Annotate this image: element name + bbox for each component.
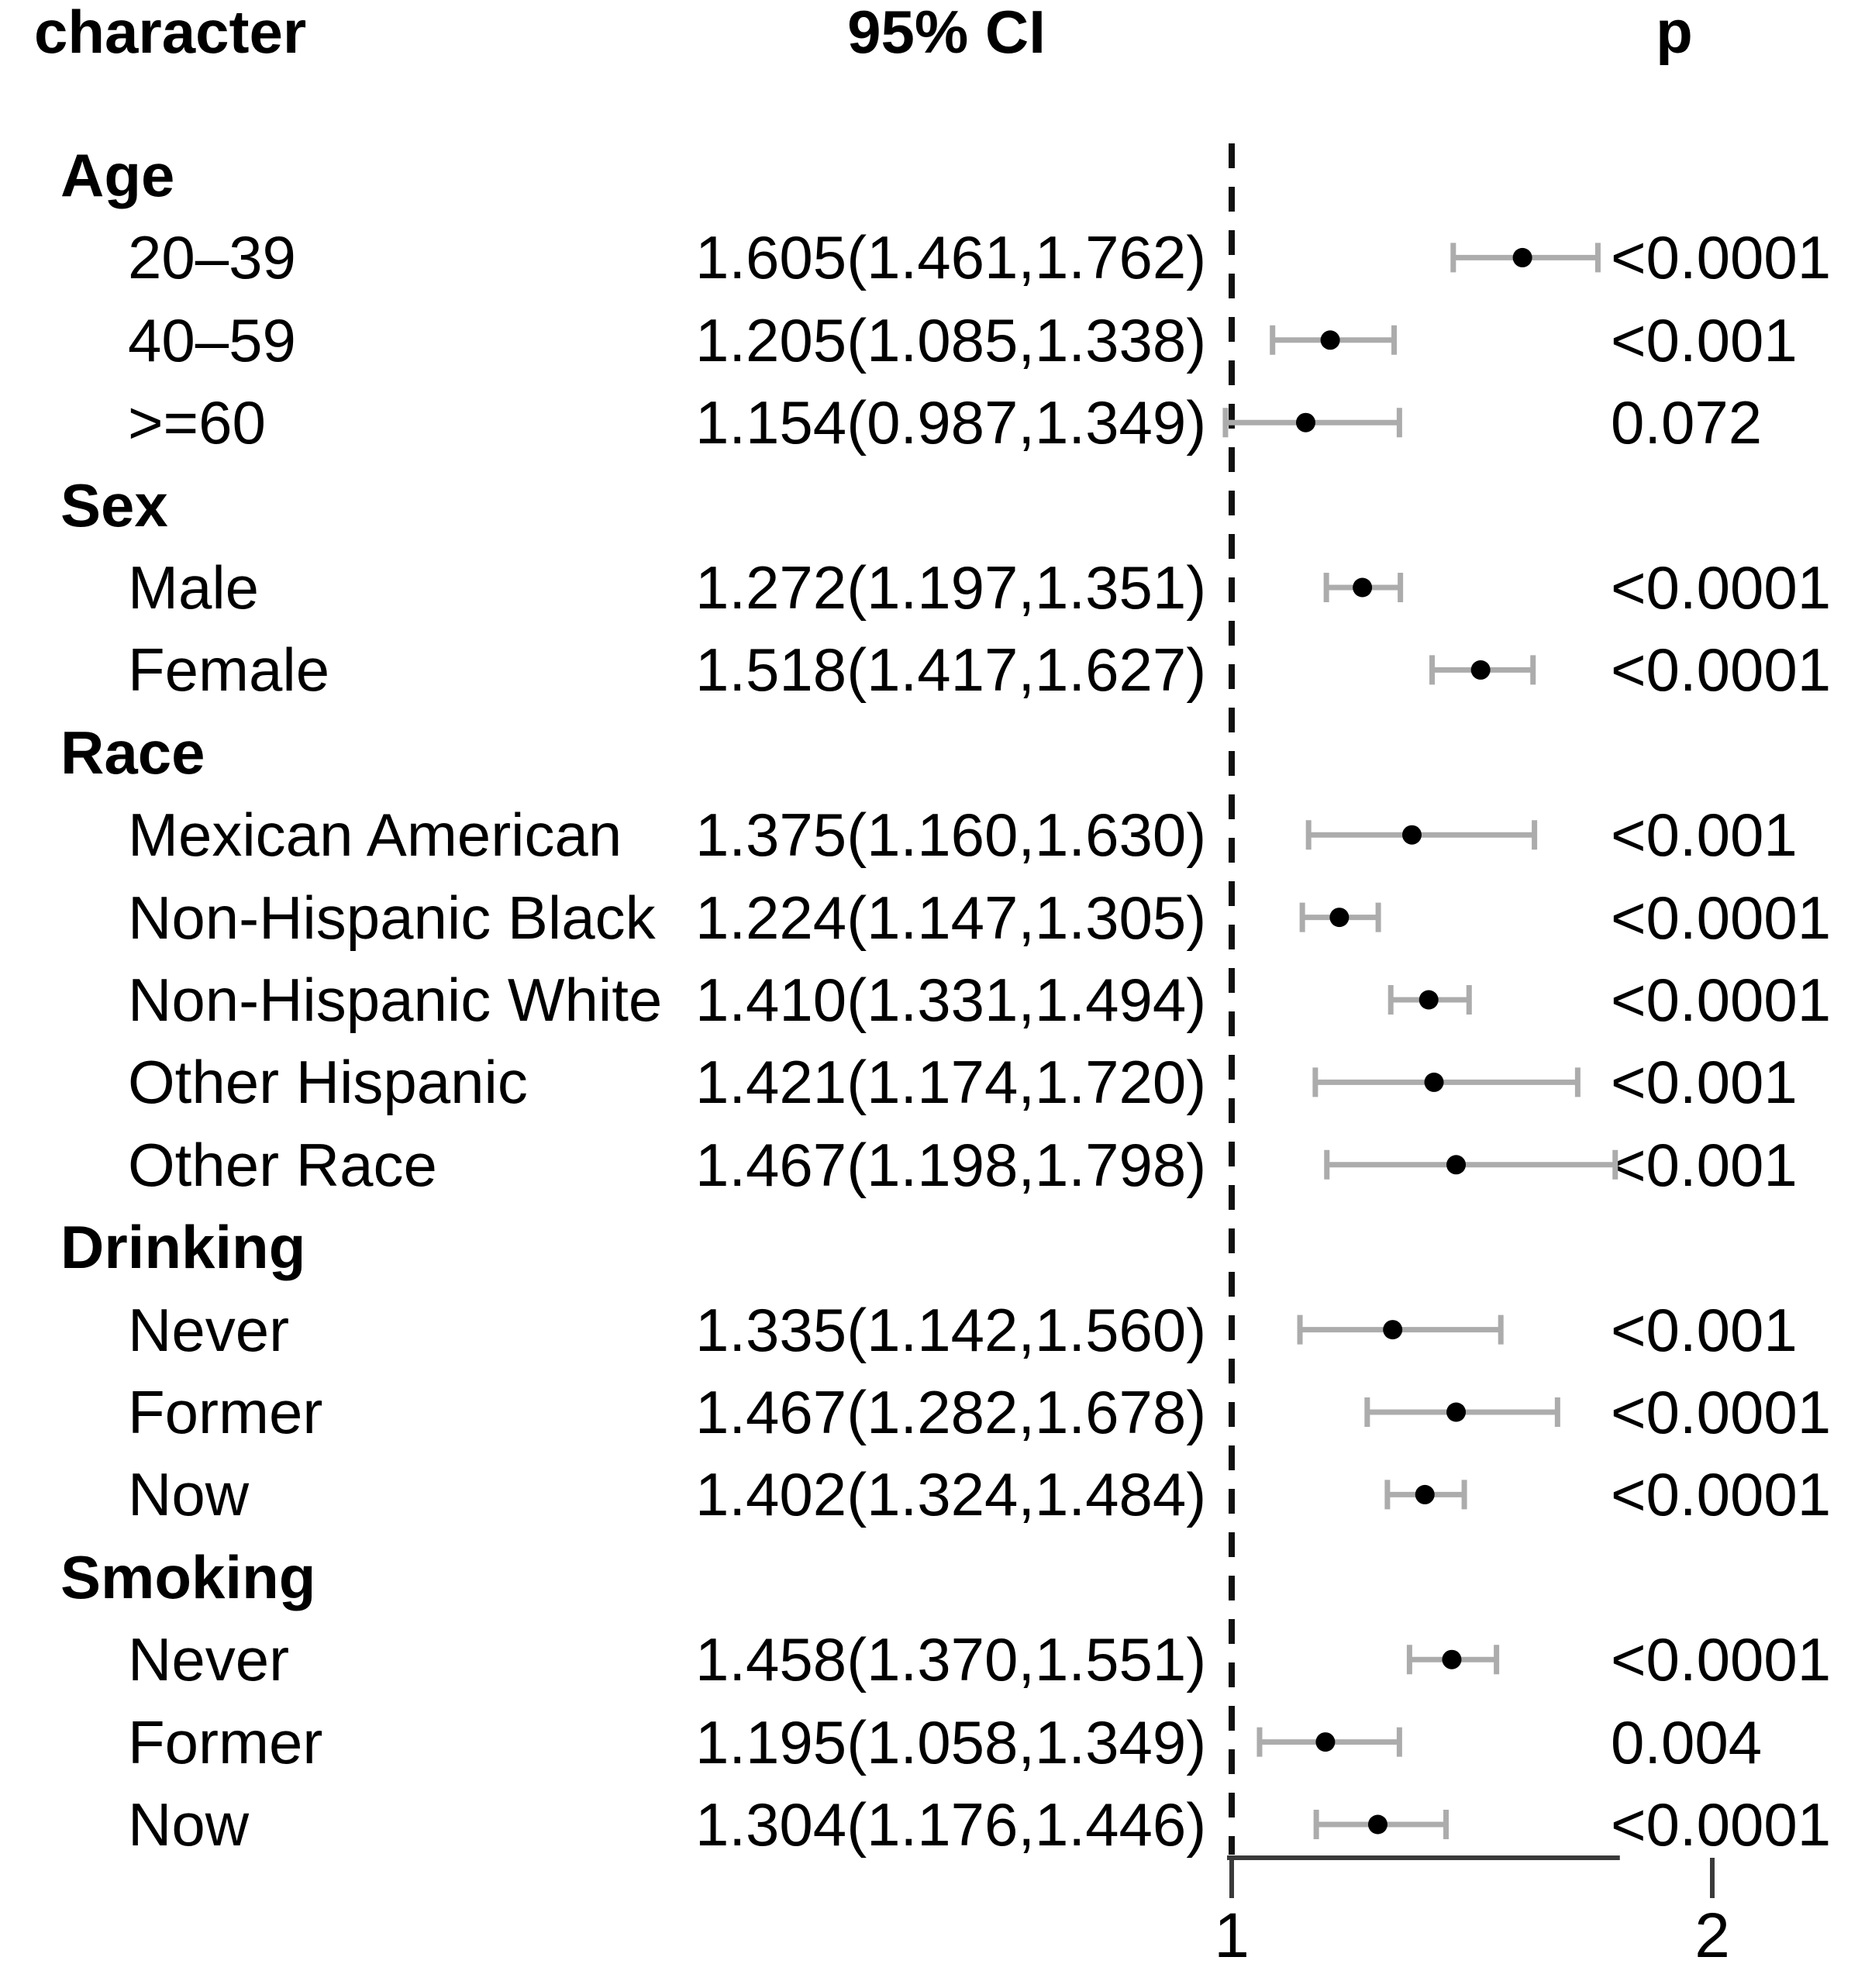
ci-text: 1.205(1.085,1.338): [695, 305, 1207, 374]
p-value: <0.0001: [1611, 223, 1832, 292]
item-row: Other Race 1.467(1.198,1.798) <0.001: [0, 1124, 1858, 1206]
ci-text: 1.518(1.417,1.627): [695, 636, 1207, 705]
x-tick-label-1: 1: [1214, 1900, 1250, 1971]
item-label: >=60: [128, 388, 266, 457]
item-row: Non-Hispanic Black 1.224(1.147,1.305) <0.0…: [0, 877, 1858, 959]
ci-text: 1.375(1.160,1.630): [695, 801, 1207, 870]
p-value: <0.0001: [1611, 1460, 1832, 1529]
p-value: <0.0001: [1611, 553, 1832, 622]
item-label: Non-Hispanic White: [128, 966, 663, 1034]
group-row: Smoking: [0, 1536, 1858, 1618]
item-label: Other Hispanic: [128, 1048, 528, 1117]
ci-text: 1.410(1.331,1.494): [695, 966, 1207, 1034]
item-row: 40–59 1.205(1.085,1.338) <0.001: [0, 299, 1858, 381]
item-label: Mexican American: [128, 801, 622, 870]
p-value: <0.001: [1611, 1130, 1798, 1199]
group-label: Race: [60, 718, 205, 787]
p-value: <0.001: [1611, 1048, 1798, 1117]
column-header-ci: 95% CI: [847, 0, 1046, 66]
item-row: Now 1.304(1.176,1.446) <0.0001: [0, 1783, 1858, 1866]
item-label: Male: [128, 553, 260, 622]
item-row: 20–39 1.605(1.461,1.762) <0.0001: [0, 216, 1858, 298]
item-row: Male 1.272(1.197,1.351) <0.0001: [0, 546, 1858, 629]
group-row: Sex: [0, 464, 1858, 546]
item-row: Former 1.195(1.058,1.349) 0.004: [0, 1701, 1858, 1783]
item-row: Mexican American 1.375(1.160,1.630) <0.001: [0, 794, 1858, 876]
ci-text: 1.154(0.987,1.349): [695, 388, 1207, 457]
group-row: Drinking: [0, 1206, 1858, 1288]
item-label: Never: [128, 1625, 290, 1694]
item-label: Now: [128, 1790, 250, 1859]
column-header-p: p: [1656, 0, 1693, 66]
item-label: Former: [128, 1707, 323, 1776]
p-value: <0.0001: [1611, 966, 1832, 1034]
ci-text: 1.605(1.461,1.762): [695, 223, 1207, 292]
x-tick-label-2: 2: [1694, 1900, 1730, 1971]
ci-text: 1.195(1.058,1.349): [695, 1707, 1207, 1776]
p-value: <0.001: [1611, 305, 1798, 374]
ci-text: 1.335(1.142,1.560): [695, 1295, 1207, 1364]
group-label: Sex: [60, 470, 168, 539]
p-value: <0.0001: [1611, 1625, 1832, 1694]
ci-text: 1.467(1.282,1.678): [695, 1378, 1207, 1446]
group-label: Age: [60, 141, 175, 209]
group-label: Smoking: [60, 1542, 316, 1611]
group-row: Race: [0, 711, 1858, 794]
ci-text: 1.421(1.174,1.720): [695, 1048, 1207, 1117]
item-label: 20–39: [128, 223, 296, 292]
p-value: <0.0001: [1611, 1378, 1832, 1446]
item-label: Non-Hispanic Black: [128, 883, 656, 952]
p-value: <0.0001: [1611, 636, 1832, 705]
ci-text: 1.467(1.198,1.798): [695, 1130, 1207, 1199]
item-row: >=60 1.154(0.987,1.349) 0.072: [0, 381, 1858, 463]
item-label: Other Race: [128, 1130, 437, 1199]
ci-text: 1.224(1.147,1.305): [695, 883, 1207, 952]
item-label: 40–59: [128, 305, 296, 374]
item-row: Never 1.458(1.370,1.551) <0.0001: [0, 1618, 1858, 1700]
ci-text: 1.458(1.370,1.551): [695, 1625, 1207, 1694]
item-label: Female: [128, 636, 330, 705]
group-label: Drinking: [60, 1213, 306, 1282]
p-value: 0.072: [1611, 388, 1763, 457]
ci-text: 1.304(1.176,1.446): [695, 1790, 1207, 1859]
column-header-character: character: [34, 0, 307, 66]
item-row: Other Hispanic 1.421(1.174,1.720) <0.001: [0, 1041, 1858, 1123]
item-label: Now: [128, 1460, 250, 1529]
item-label: Former: [128, 1378, 323, 1446]
item-row: Former 1.467(1.282,1.678) <0.0001: [0, 1371, 1858, 1453]
p-value: <0.001: [1611, 801, 1798, 870]
ci-text: 1.272(1.197,1.351): [695, 553, 1207, 622]
item-row: Now 1.402(1.324,1.484) <0.0001: [0, 1453, 1858, 1535]
item-label: Never: [128, 1295, 290, 1364]
p-value: 0.004: [1611, 1707, 1763, 1776]
item-row: Female 1.518(1.417,1.627) <0.0001: [0, 629, 1858, 711]
p-value: <0.001: [1611, 1295, 1798, 1364]
item-row: Never 1.335(1.142,1.560) <0.001: [0, 1289, 1858, 1371]
p-value: <0.0001: [1611, 883, 1832, 952]
item-row: Non-Hispanic White 1.410(1.331,1.494) <0.0…: [0, 959, 1858, 1041]
ci-text: 1.402(1.324,1.484): [695, 1460, 1207, 1529]
group-row: Age: [0, 134, 1858, 216]
p-value: <0.0001: [1611, 1790, 1832, 1859]
